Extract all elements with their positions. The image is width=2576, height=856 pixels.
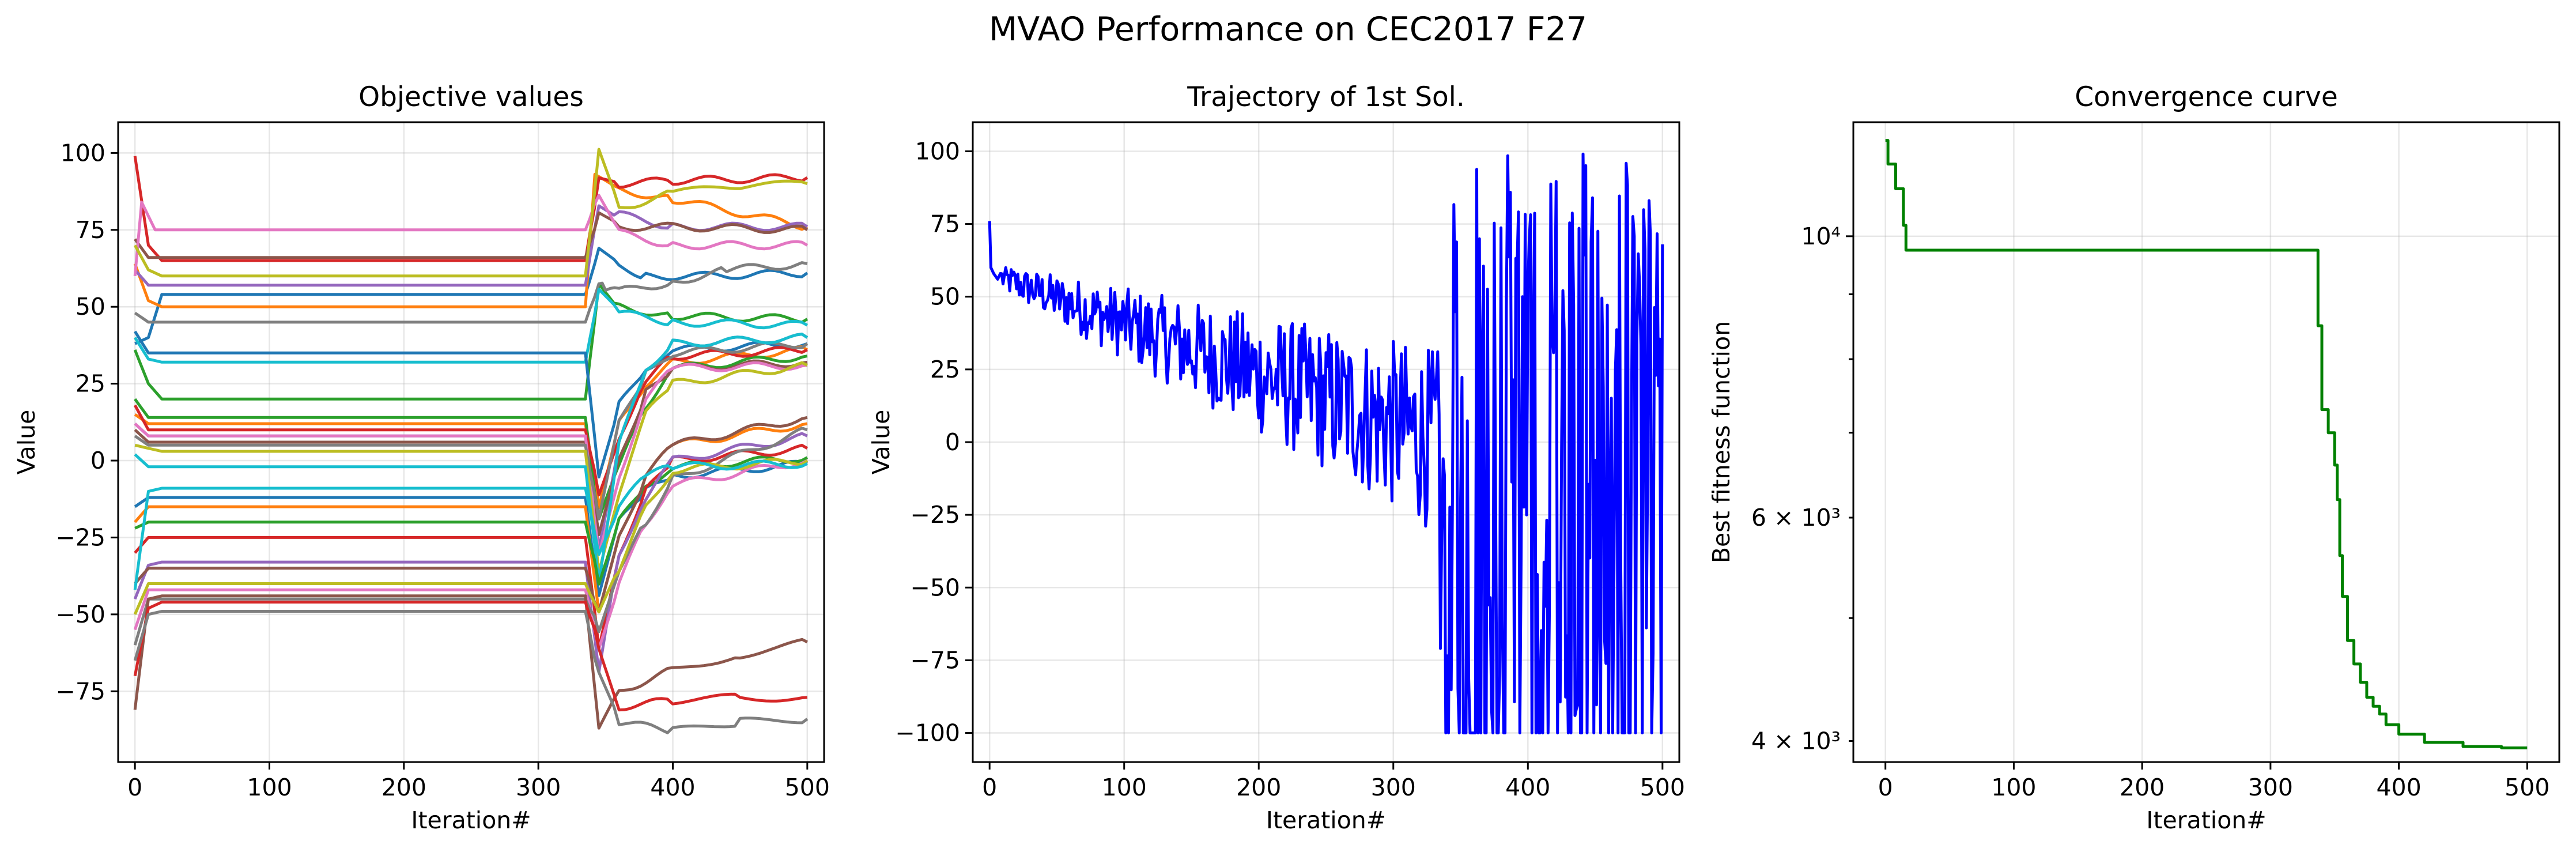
y-tick-label: 0 xyxy=(945,428,960,456)
x-tick-label: 400 xyxy=(650,774,695,801)
y-tick-label: 25 xyxy=(75,370,105,398)
objective-line xyxy=(133,610,809,734)
x-tick-label: 100 xyxy=(247,774,292,801)
grid xyxy=(1853,122,2559,762)
objective-line xyxy=(134,333,809,586)
series-group xyxy=(988,152,1664,734)
trajectory-line xyxy=(988,152,1664,734)
objective-line xyxy=(134,346,808,497)
y-tick-label: −25 xyxy=(55,523,105,551)
convergence-line xyxy=(1885,139,2528,749)
x-tick-label: 300 xyxy=(2248,774,2293,801)
axes-frame xyxy=(117,121,825,763)
objective-line xyxy=(134,359,808,537)
x-tick-label: 200 xyxy=(2120,774,2165,801)
y-tick-label: 6 × 10³ xyxy=(1751,504,1841,531)
y-tick-label: 10⁴ xyxy=(1801,223,1841,250)
objective-line xyxy=(134,288,809,364)
objective-line xyxy=(134,361,808,574)
y-axis-label: Value xyxy=(867,410,895,475)
objective-line xyxy=(134,341,809,521)
objective-line xyxy=(133,282,809,401)
y-tick-label: 100 xyxy=(61,139,105,167)
y-tick-label: 4 × 10³ xyxy=(1751,727,1841,755)
x-axis-label: Iteration# xyxy=(411,806,531,834)
y-tick-label: −75 xyxy=(55,677,105,705)
objective-line xyxy=(133,458,809,615)
y-axis-label: Best fitness function xyxy=(1708,321,1735,563)
objective-line xyxy=(134,211,809,259)
y-tick-label: −75 xyxy=(910,646,960,674)
x-tick-label: 100 xyxy=(1991,774,2036,801)
objective-line xyxy=(134,443,809,650)
panel-title: Convergence curve xyxy=(2075,81,2338,113)
objective-line xyxy=(133,156,809,262)
objective-line xyxy=(133,194,809,277)
y-tick-label: −50 xyxy=(910,574,960,601)
panel-title: Trajectory of 1st Sol. xyxy=(1187,81,1465,113)
objective-line xyxy=(133,172,808,308)
axes-frame xyxy=(1852,121,2560,763)
objective-line xyxy=(134,330,808,479)
series-group xyxy=(133,148,809,734)
objective-line xyxy=(134,247,809,345)
y-tick-label: −50 xyxy=(55,601,105,628)
y-tick-label: −100 xyxy=(895,719,960,747)
x-tick-label: 0 xyxy=(1878,774,1893,801)
x-axis-label: Iteration# xyxy=(2146,806,2266,834)
x-tick-label: 300 xyxy=(516,774,561,801)
x-axis-label: Iteration# xyxy=(1266,806,1386,834)
objective-line xyxy=(134,361,808,556)
objective-line xyxy=(134,355,808,521)
x-tick-label: 500 xyxy=(2505,774,2549,801)
x-tick-label: 0 xyxy=(982,774,997,801)
y-tick-label: 0 xyxy=(90,447,105,474)
objective-line xyxy=(133,594,808,730)
panel-objective-values: 0 100 200 300 400 500 −75 −50 −25 0 25 50 75 100 Obje… xyxy=(13,81,830,834)
x-tick-label: 500 xyxy=(785,774,830,801)
y-tick-label: −25 xyxy=(910,501,960,529)
ticks: 0 100 200 300 400 500 −75 −50 −25 0 25 50 75 100 xyxy=(55,139,829,801)
objective-line xyxy=(133,601,807,712)
x-tick-label: 100 xyxy=(1102,774,1147,801)
objective-line xyxy=(133,459,808,650)
y-axis-label: Value xyxy=(13,410,40,475)
y-tick-label: 75 xyxy=(75,216,105,244)
y-tick-label: 25 xyxy=(930,356,960,383)
objective-line xyxy=(134,148,808,278)
objective-line xyxy=(133,432,808,674)
objective-line xyxy=(133,459,808,590)
objective-line xyxy=(134,416,808,614)
objective-line xyxy=(134,261,808,324)
ticks: 0 100 200 300 400 500 −100 −75 −50 −25 0 25 50 75 100 xyxy=(895,137,1685,801)
series-group xyxy=(1885,139,2528,749)
objective-line xyxy=(134,455,808,586)
y-tick-label: 50 xyxy=(75,293,105,320)
y-tick-label: 50 xyxy=(930,283,960,311)
ticks: 0 100 200 300 400 500 10⁴ 4 × 10³ 6 × 10³ xyxy=(1751,223,2550,801)
x-tick-label: 200 xyxy=(1236,774,1281,801)
x-tick-label: 0 xyxy=(127,774,142,801)
objective-line xyxy=(134,459,808,597)
panel-convergence-curve: 0 100 200 300 400 500 10⁴ 4 × 10³ 6 × 10³ Conver… xyxy=(1708,81,2560,834)
objective-line xyxy=(133,427,808,646)
panel-trajectory: 0 100 200 300 400 500−100−75−50−250255075100 … xyxy=(867,81,1685,834)
objective-line xyxy=(134,345,809,510)
x-tick-label: 400 xyxy=(2376,774,2421,801)
x-tick-label: 200 xyxy=(382,774,426,801)
x-tick-label: 300 xyxy=(1371,774,1416,801)
x-tick-label: 500 xyxy=(1640,774,1685,801)
x-tick-label: 400 xyxy=(1505,774,1550,801)
y-tick-label: 100 xyxy=(915,137,960,165)
figure-title: MVAO Performance on CEC2017 F27 xyxy=(989,10,1587,48)
panel-title: Objective values xyxy=(358,81,584,113)
y-tick-label: 75 xyxy=(930,210,960,238)
